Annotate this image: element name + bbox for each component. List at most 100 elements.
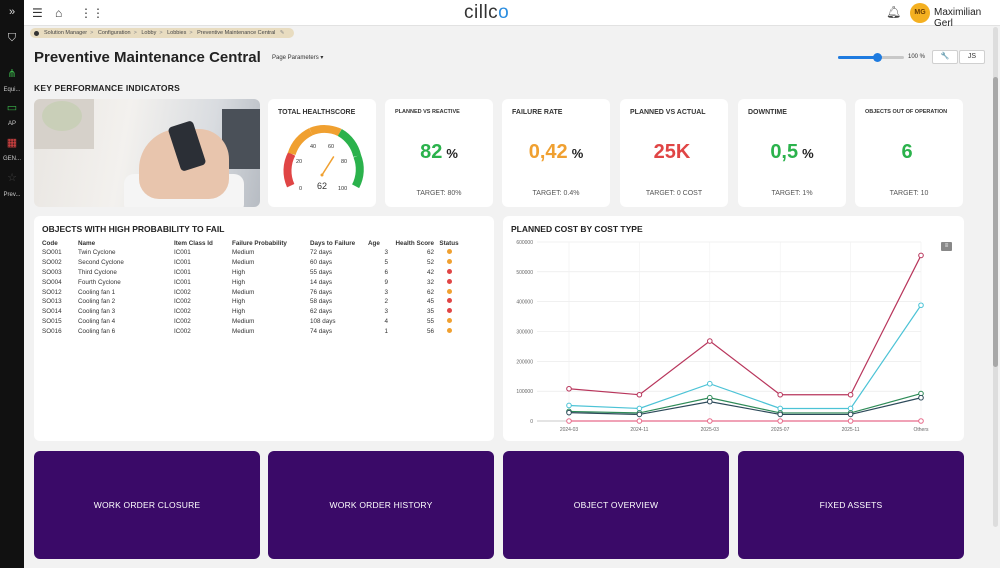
cell-status: [434, 317, 464, 327]
data-point[interactable]: [707, 338, 713, 344]
table-row[interactable]: SO003 Third Cyclone IC001 High 55 days 6 42: [42, 268, 464, 278]
bookmark-icon[interactable]: ⛉: [7, 32, 17, 44]
column-header[interactable]: Health Score: [395, 239, 435, 247]
table-row[interactable]: SO015 Cooling fan 4 IC002 Medium 108 days 4 55: [42, 317, 464, 327]
data-point[interactable]: [707, 380, 713, 387]
x-tick-label: 2025-07: [771, 427, 790, 433]
edit-icon[interactable]: ✎: [279, 30, 285, 36]
avatar[interactable]: MG: [910, 3, 930, 23]
column-header[interactable]: Name: [78, 239, 96, 247]
data-point[interactable]: [777, 405, 784, 412]
data-point[interactable]: [847, 405, 854, 412]
star-icon[interactable]: ☆: [7, 172, 17, 184]
data-point[interactable]: [707, 418, 713, 424]
breadcrumb-item[interactable]: Solution Manager: [44, 30, 88, 36]
cell-age: 1: [384, 327, 388, 335]
column-header[interactable]: Status: [439, 239, 459, 247]
data-point[interactable]: [566, 409, 572, 416]
page-parameters-dropdown[interactable]: Page Parameters ▾: [272, 55, 324, 61]
folder-icon[interactable]: ▭: [6, 102, 18, 114]
kpi-card-downtime[interactable]: DOWNTIME 0,5% TARGET: 1%: [738, 99, 846, 207]
cell-days-to-failure: 60 days: [310, 259, 333, 267]
kpi-card-failure-rate[interactable]: FAILURE RATE 0,42% TARGET: 0.4%: [502, 99, 610, 207]
data-point[interactable]: [777, 391, 784, 398]
kpi-value: 25K: [653, 141, 691, 163]
data-point[interactable]: [777, 411, 784, 418]
data-point[interactable]: [566, 418, 572, 424]
column-header[interactable]: Days to Failure: [310, 239, 356, 247]
data-point[interactable]: [918, 418, 924, 424]
breadcrumb-item[interactable]: Lobby: [141, 30, 157, 36]
x-tick-label: 2025-11: [842, 427, 860, 433]
data-point[interactable]: [918, 252, 924, 259]
table-row[interactable]: SO016 Cooling fan 6 IC002 Medium 74 days 1 56: [42, 326, 464, 336]
data-point[interactable]: [707, 398, 713, 405]
healthscore-card[interactable]: TOTAL HEALTHSCORE 0 20 40 60 80 100 62: [268, 99, 376, 207]
cell-days-to-failure: 58 days: [310, 298, 333, 306]
kpi-target: TARGET: 80%: [416, 190, 462, 197]
cell-days-to-failure: 62 days: [310, 308, 333, 316]
data-point[interactable]: [847, 411, 854, 418]
tile-work-order-history[interactable]: WORK ORDER HISTORY: [268, 451, 494, 559]
cell-code: SO002: [42, 259, 62, 267]
zoom-slider-handle[interactable]: [873, 53, 882, 62]
status-dot-icon: [446, 278, 452, 284]
chart-menu-icon[interactable]: ≡: [941, 242, 952, 251]
column-header[interactable]: Code: [42, 239, 58, 247]
user-name[interactable]: Maximilian Gerl: [934, 7, 982, 29]
data-point[interactable]: [636, 391, 643, 398]
data-point[interactable]: [566, 385, 572, 392]
data-point[interactable]: [636, 405, 643, 412]
breadcrumb-dot-icon: [34, 30, 39, 36]
breadcrumb-item[interactable]: Lobbies: [167, 30, 187, 36]
scrollbar-thumb[interactable]: [993, 77, 998, 367]
column-header[interactable]: Item Class Id: [174, 239, 213, 247]
kpi-card-planned-vs-actual[interactable]: PLANNED VS ACTUAL 25K TARGET: 0 COST: [620, 99, 728, 207]
data-point[interactable]: [918, 302, 924, 309]
kpi-target: TARGET: 0 COST: [645, 190, 703, 197]
data-point[interactable]: [847, 418, 854, 424]
js-button[interactable]: JS: [959, 50, 985, 64]
wrench-button[interactable]: 🔧: [932, 50, 958, 64]
page-title: Preventive Maintenance Central: [34, 49, 261, 66]
data-point[interactable]: [847, 391, 854, 398]
cell-name: Cooling fan 6: [78, 327, 116, 335]
bell-icon[interactable]: 🔔︎: [886, 5, 902, 19]
series-line-3: [568, 397, 922, 416]
zoom-slider[interactable]: [838, 53, 904, 62]
data-point[interactable]: [777, 418, 784, 424]
table-row[interactable]: SO014 Cooling fan 3 IC002 High 62 days 3 35: [42, 307, 464, 317]
kpi-card-objects-out-of-operation[interactable]: OBJECTS OUT OF OPERATION 6 TARGET: 10: [855, 99, 963, 207]
table-row[interactable]: SO012 Cooling fan 1 IC002 Medium 76 days 3 62: [42, 287, 464, 297]
report-icon[interactable]: ▦: [6, 137, 18, 149]
page-scrollbar[interactable]: [993, 27, 998, 527]
table-row[interactable]: SO013 Cooling fan 2 IC002 High 58 days 2 45: [42, 297, 464, 307]
y-tick-label: 0: [530, 419, 533, 425]
hierarchy-icon[interactable]: ⋔: [7, 68, 17, 80]
kpi-card-planned-vs-reactive[interactable]: PLANNED VS REACTIVE 82% TARGET: 80%: [385, 99, 493, 207]
table-row[interactable]: SO004 Fourth Cyclone IC001 High 14 days 9 32: [42, 277, 464, 287]
gauge-tick-label: 100: [338, 186, 347, 192]
apps-grid-icon[interactable]: ⋮⋮: [80, 6, 104, 20]
tile-fixed-assets[interactable]: FIXED ASSETS: [738, 451, 964, 559]
cell-status: [434, 248, 464, 258]
cell-code: SO003: [42, 268, 62, 276]
hamburger-menu-icon[interactable]: ☰: [32, 6, 43, 20]
cell-name: Cooling fan 3: [78, 308, 116, 316]
breadcrumb-item[interactable]: Preventive Maintenance Central: [197, 30, 276, 36]
column-header[interactable]: Failure Probability: [232, 239, 287, 247]
table-row[interactable]: SO002 Second Cyclone IC001 Medium 60 days 5 52: [42, 258, 464, 268]
expand-icon[interactable]: »: [8, 6, 16, 18]
table-row[interactable]: SO001 Twin Cyclone IC001 Medium 72 days 3 62: [42, 248, 464, 258]
data-point[interactable]: [566, 402, 572, 409]
data-point[interactable]: [918, 394, 924, 401]
cell-days-to-failure: 74 days: [310, 327, 333, 335]
tile-work-order-closure[interactable]: WORK ORDER CLOSURE: [34, 451, 260, 559]
data-point[interactable]: [636, 411, 643, 418]
home-icon[interactable]: ⌂: [55, 6, 63, 20]
table-header-row: Code Name Item Class Id Failure Probabil…: [42, 238, 464, 248]
data-point[interactable]: [636, 418, 643, 424]
column-header[interactable]: Age: [368, 239, 380, 247]
tile-object-overview[interactable]: OBJECT OVERVIEW: [503, 451, 729, 559]
breadcrumb-item[interactable]: Configuration: [97, 30, 131, 36]
